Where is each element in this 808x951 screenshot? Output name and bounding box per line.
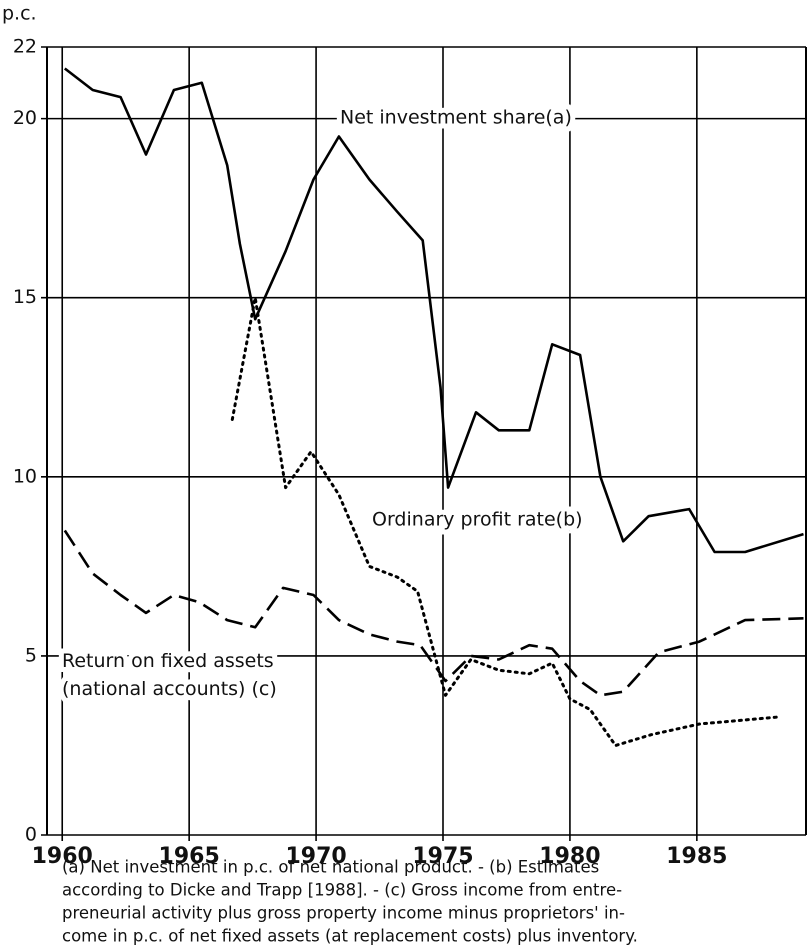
footnote: preneurial activity plus gross property …: [62, 904, 625, 923]
footnote: according to Dicke and Trapp [1988]. - (…: [62, 881, 622, 900]
y-tick-label: 15: [13, 286, 37, 308]
series-line: [63, 529, 804, 697]
y-tick-label: 10: [13, 465, 37, 487]
footnote: come in p.c. of net fixed assets (at rep…: [62, 927, 638, 946]
x-tick-label: 1975: [412, 844, 473, 869]
x-tick-label: 1965: [159, 844, 220, 869]
x-tick-label: 1970: [285, 844, 346, 869]
series-label: Ordinary profit rate(b): [372, 509, 583, 531]
y-tick-label: 5: [25, 644, 37, 666]
x-tick-label: 1960: [32, 844, 93, 869]
series-label: Return on fixed assets (national accounts…: [62, 650, 277, 700]
series-line: [230, 296, 783, 747]
x-tick-label: 1985: [666, 844, 727, 869]
x-tick-label: 1980: [539, 844, 600, 869]
series-label: Net investment share(a): [340, 107, 572, 129]
series-line: [64, 67, 804, 554]
y-tick-label: 22: [13, 36, 37, 58]
footnote: (a) Net investment in p.c. of net nation…: [62, 858, 599, 877]
y-tick-label: 0: [25, 824, 37, 846]
y-tick-label: 20: [13, 107, 37, 129]
y-axis-label: p.c.: [2, 3, 37, 25]
